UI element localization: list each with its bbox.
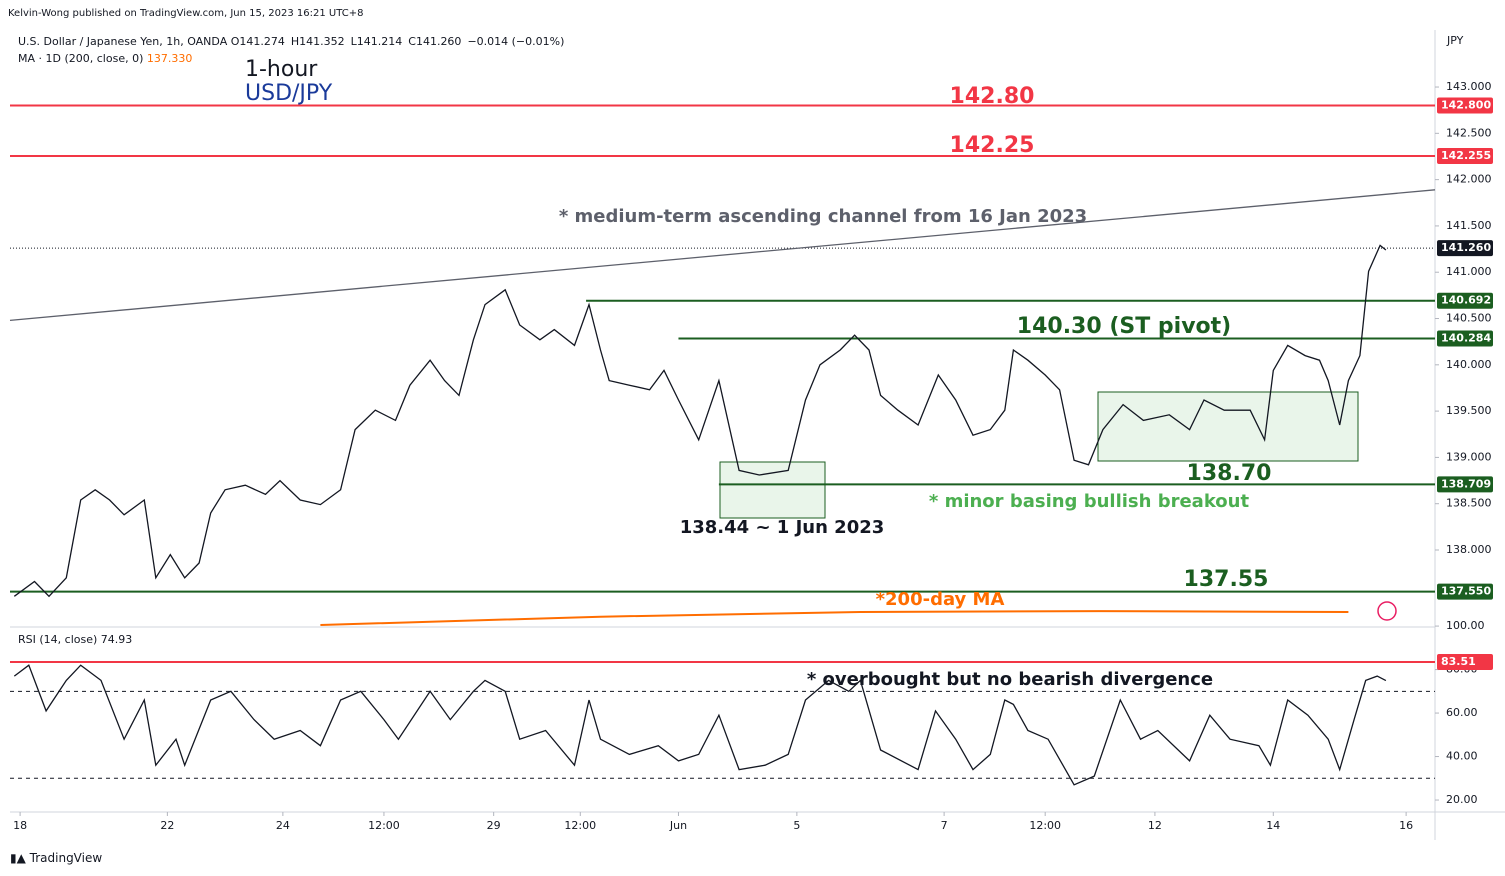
level-tag [1437, 330, 1493, 347]
ohlc-value: O141.274 [230, 35, 285, 48]
x-tick-label: 7 [941, 819, 948, 832]
last-price-label: 141.260 [1441, 241, 1491, 254]
level-tag [1437, 583, 1493, 600]
level-tag [1437, 476, 1493, 493]
event-icon[interactable] [1377, 601, 1397, 621]
y-tick-label: 140.000 [1446, 358, 1492, 371]
y-tick-label: 100.00 [1446, 619, 1485, 632]
y-tick-label: 142.500 [1446, 126, 1492, 139]
level-label: 140.692 [1441, 294, 1491, 307]
pair: USD/JPY [245, 81, 333, 106]
timeframe: 1-hour [245, 57, 318, 82]
annotation: 142.80 [950, 84, 1035, 109]
rsi-legend: RSI (14, close) 74.93 [18, 633, 132, 646]
level-label: 142.800 [1441, 99, 1491, 112]
level-label: 140.284 [1441, 332, 1491, 345]
annotation: 138.70 [1187, 461, 1272, 486]
y-tick-label: 142.000 [1446, 173, 1492, 186]
y-tick-label: 140.500 [1446, 312, 1492, 325]
ohlc-value: C141.260 [408, 35, 462, 48]
x-tick-label: Jun [669, 819, 687, 832]
x-tick-label: 24 [276, 819, 290, 832]
series-line [13, 244, 1387, 598]
x-tick-label: 12:00 [564, 819, 596, 832]
level-label: 137.550 [1441, 585, 1491, 598]
base-box [719, 461, 826, 519]
annotation: 142.25 [950, 133, 1035, 158]
currency: JPY [1447, 34, 1464, 47]
y-tick-label: 40.00 [1446, 750, 1478, 763]
level-tag [1437, 148, 1493, 165]
series-line [13, 664, 1387, 786]
y-tick-label: 20.00 [1446, 793, 1478, 806]
ohlc: O141.274 H141.352 L141.214 C141.260 −0.014 (… [231, 35, 571, 48]
x-tick-label: 12 [1148, 819, 1162, 832]
ohlc-value: L141.214 [350, 35, 403, 48]
annotation: * minor basing bullish breakout [929, 491, 1250, 512]
x-tick-label: 5 [793, 819, 800, 832]
y-tick-label: 138.000 [1446, 543, 1492, 556]
annotation: *200-day MA [876, 589, 1005, 610]
x-tick-label: 22 [160, 819, 174, 832]
series-line [9, 189, 1436, 322]
rsi-value: 74.93 [100, 633, 133, 646]
symbol: U.S. Dollar / Japanese Yen, 1h, OANDA [18, 35, 228, 48]
ohlc-value: −0.014 (−0.01%) [467, 35, 565, 48]
annotation: 138.44 ~ 1 Jun 2023 [680, 517, 885, 538]
y-tick-label: 138.500 [1446, 497, 1492, 510]
x-tick-label: 29 [487, 819, 501, 832]
level-label: 83.51 [1441, 655, 1476, 668]
x-tick-label: 14 [1266, 819, 1280, 832]
level-label: 138.709 [1441, 477, 1491, 490]
last-price-tag [1437, 240, 1493, 257]
y-tick-label: 139.500 [1446, 404, 1492, 417]
x-tick-label: 12:00 [1029, 819, 1061, 832]
publisher: Kelvin-Wong published on TradingView.com… [8, 8, 364, 19]
annotation: * medium-term ascending channel from 16 … [559, 206, 1087, 227]
x-tick-label: 12:00 [368, 819, 400, 832]
level-tag [1437, 97, 1493, 114]
annotation: 140.30 (ST pivot) [1017, 314, 1231, 339]
y-tick-label: 139.000 [1446, 450, 1492, 463]
level-tag [1437, 653, 1493, 670]
ma-legend: MA · 1D (200, close, 0) 137.330 [18, 52, 192, 65]
annotation: * overbought but no bearish divergence [807, 669, 1213, 690]
y-tick-label: 60.00 [1446, 706, 1478, 719]
rsi-label: RSI (14, close) [18, 633, 98, 646]
x-tick-label: 16 [1399, 819, 1413, 832]
y-tick-label: 141.500 [1446, 219, 1492, 232]
ma-label: MA · 1D (200, close, 0) [18, 52, 144, 65]
range-box [1097, 391, 1359, 462]
footer-brand: TradingView [29, 851, 103, 865]
level-tag [1437, 292, 1493, 309]
x-tick-label: 18 [13, 819, 27, 832]
y-tick-label: 143.000 [1446, 80, 1492, 93]
symbol-line: U.S. Dollar / Japanese Yen, 1h, OANDA O1… [18, 35, 570, 48]
level-label: 142.255 [1441, 149, 1491, 162]
annotation: 137.55 [1184, 567, 1269, 592]
y-tick-label: 141.000 [1446, 265, 1492, 278]
ma-value: 137.330 [146, 52, 193, 65]
footer: ▮▲ TradingView [10, 851, 103, 865]
series-line [320, 610, 1349, 626]
ohlc-value: H141.352 [290, 35, 345, 48]
